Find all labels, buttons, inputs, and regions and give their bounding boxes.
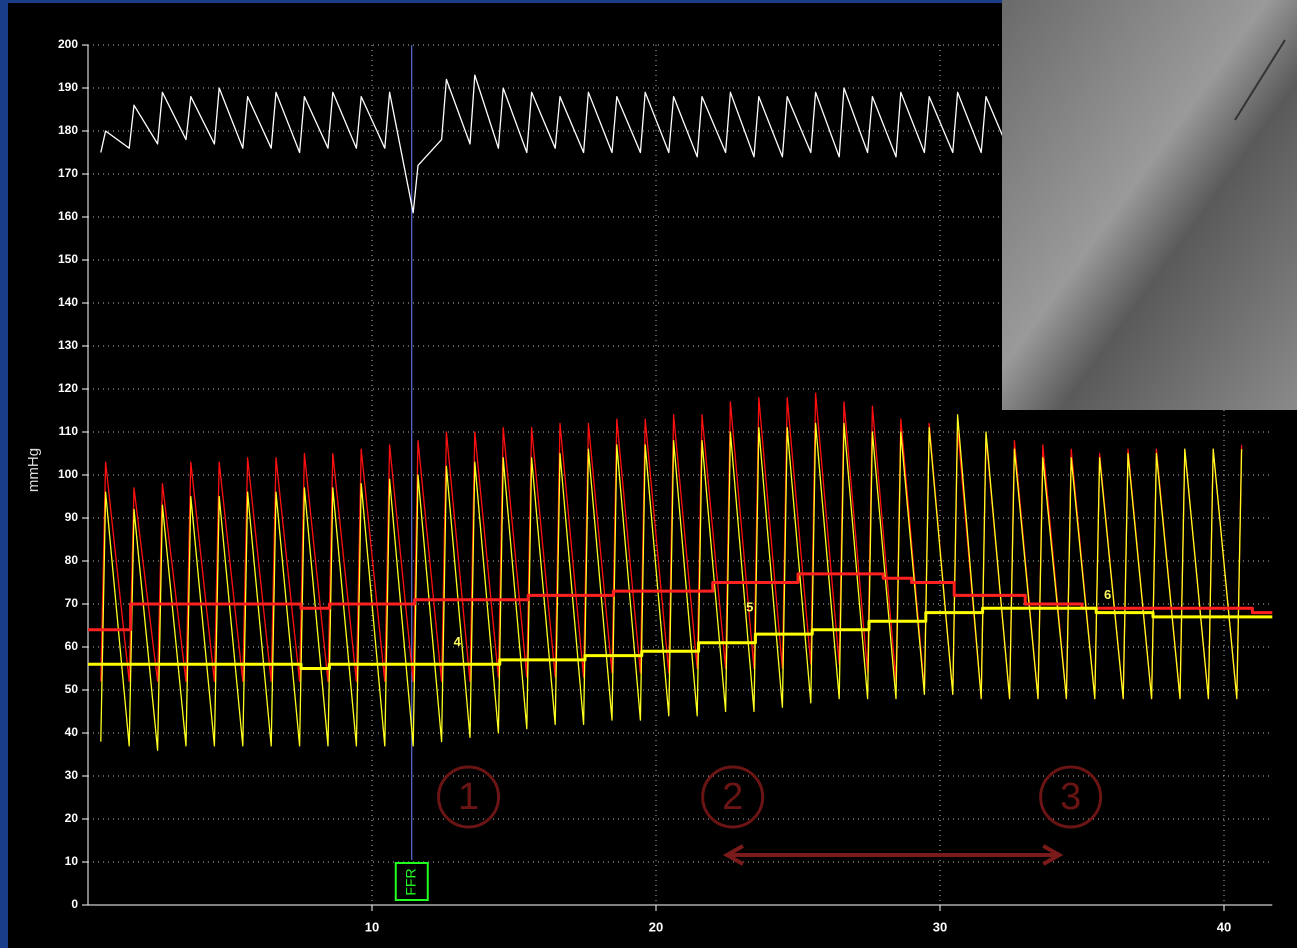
y-tick-label: 90	[65, 510, 79, 524]
x-tick-label: 10	[365, 919, 379, 934]
y-tick-label: 170	[58, 166, 78, 180]
circled-label: 1	[458, 776, 479, 818]
y-tick-label: 200	[58, 37, 78, 51]
y-tick-label: 110	[59, 424, 79, 438]
y-tick-label: 80	[65, 553, 79, 567]
angiogram-inset	[1002, 0, 1297, 410]
circled-label: 2	[722, 776, 743, 818]
point-label: 6	[1104, 587, 1111, 602]
y-tick-label: 190	[58, 80, 78, 94]
point-label: 5	[746, 600, 753, 615]
y-tick-label: 140	[58, 295, 78, 309]
y-tick-label: 160	[58, 209, 78, 223]
page: mmHg 01020304050607080901001101201301401…	[0, 0, 1297, 948]
y-tick-label: 130	[58, 338, 78, 352]
x-tick-label: 40	[1217, 919, 1231, 934]
chart: mmHg 01020304050607080901001101201301401…	[0, 0, 1297, 948]
x-tick-label: 30	[933, 919, 947, 934]
y-tick-label: 20	[65, 811, 79, 825]
x-tick-label: 20	[649, 919, 663, 934]
y-tick-label: 30	[65, 768, 79, 782]
y-tick-label: 50	[65, 682, 79, 696]
y-tick-label: 60	[65, 639, 79, 653]
y-tick-label: 40	[65, 725, 79, 739]
y-tick-label: 180	[58, 123, 78, 137]
y-tick-label: 10	[65, 854, 79, 868]
inset-image	[1002, 0, 1297, 410]
y-tick-label: 0	[71, 897, 78, 911]
y-tick-label: 150	[58, 252, 78, 266]
circled-label: 3	[1060, 776, 1081, 818]
marker-label: FFR	[402, 868, 418, 895]
y-axis-label: mmHg	[25, 448, 42, 492]
y-tick-label: 70	[65, 596, 79, 610]
point-label: 4	[454, 634, 462, 649]
y-tick-label: 100	[58, 467, 78, 481]
y-tick-label: 120	[58, 381, 78, 395]
